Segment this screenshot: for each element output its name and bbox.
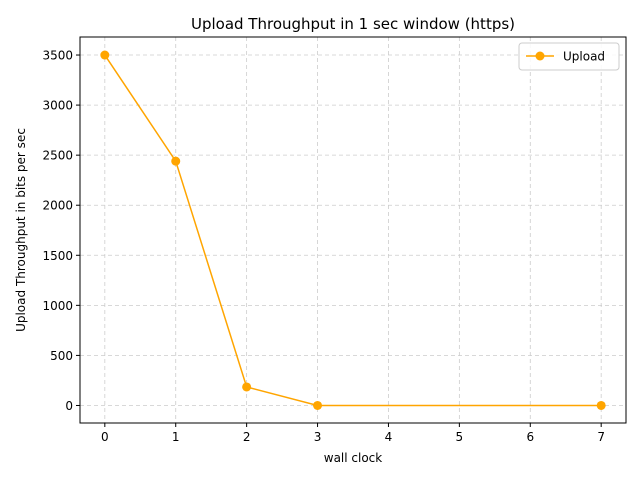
x-tick-label: 2 (243, 430, 251, 444)
plot-frame (79, 36, 627, 424)
legend: Upload (518, 42, 620, 71)
chart-title: Upload Throughput in 1 sec window (https… (191, 15, 515, 33)
y-tick-label: 3500 (42, 49, 73, 63)
data-point (313, 400, 323, 410)
y-tick-label: 3000 (42, 99, 73, 113)
y-tick-label: 2500 (42, 149, 73, 163)
x-tick-label: 5 (456, 430, 464, 444)
legend-label-upload: Upload (563, 50, 605, 64)
x-tick-label: 4 (385, 430, 393, 444)
y-tick-label: 0 (65, 399, 73, 413)
data-point (171, 156, 181, 166)
y-tick-label: 1500 (42, 249, 73, 263)
data-point (596, 400, 606, 410)
series-layer (100, 50, 606, 410)
legend-box (518, 42, 620, 71)
data-point (100, 50, 110, 60)
series-line-upload (104, 54, 602, 407)
x-tick-label: 3 (314, 430, 322, 444)
y-tick-label: 1000 (42, 299, 73, 313)
legend-marker (535, 51, 545, 61)
grid-lines (80, 37, 626, 423)
y-axis-ticks: 0 500 1000 1500 2000 2500 3000 3500 (42, 49, 80, 413)
data-point (242, 382, 252, 392)
x-tick-label: 7 (597, 430, 605, 444)
x-tick-label: 0 (101, 430, 109, 444)
x-tick-label: 6 (526, 430, 534, 444)
y-tick-label: 500 (50, 349, 73, 363)
x-axis-label: wall clock (324, 451, 383, 465)
x-tick-label: 1 (172, 430, 180, 444)
x-axis-ticks: 0 1 2 3 4 5 6 7 (101, 423, 605, 444)
y-tick-label: 2000 (42, 199, 73, 213)
y-axis-label: Upload Throughput in bits per sec (14, 128, 28, 332)
